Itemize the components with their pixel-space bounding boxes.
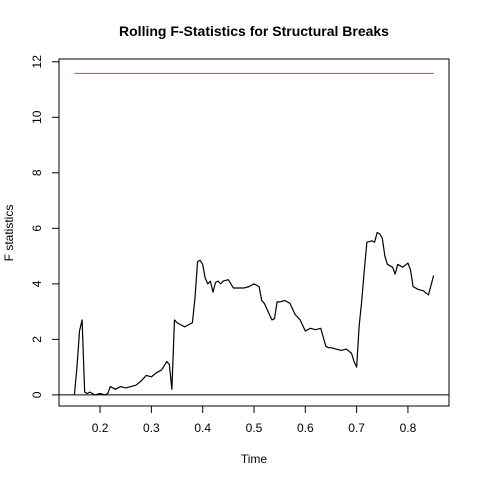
x-tick-label: 0.6 xyxy=(297,421,314,435)
x-axis: 0.2 0.3 0.4 0.5 0.6 0.7 0.8 xyxy=(92,406,417,435)
x-axis-label: Time xyxy=(241,452,268,466)
y-axis: 0 2 4 6 8 10 12 xyxy=(30,55,59,398)
x-tick-label: 0.5 xyxy=(246,421,263,435)
f-statistics-series-line xyxy=(73,231,435,396)
series-layer xyxy=(73,72,435,396)
chart-title: Rolling F-Statistics for Structural Brea… xyxy=(119,23,389,39)
x-tick-label: 0.7 xyxy=(348,421,365,435)
y-axis-label: F statistics xyxy=(2,205,16,262)
y-tick-label: 12 xyxy=(30,55,44,69)
y-tick-label: 2 xyxy=(30,336,44,343)
x-tick-label: 0.8 xyxy=(400,421,417,435)
y-tick-label: 10 xyxy=(30,110,44,124)
x-tick-label: 0.2 xyxy=(92,421,109,435)
y-tick-label: 0 xyxy=(30,391,44,398)
y-tick-label: 8 xyxy=(30,169,44,176)
y-tick-label: 4 xyxy=(30,280,44,287)
x-tick-label: 0.4 xyxy=(194,421,211,435)
y-tick-label: 6 xyxy=(30,225,44,232)
x-tick-label: 0.3 xyxy=(143,421,160,435)
